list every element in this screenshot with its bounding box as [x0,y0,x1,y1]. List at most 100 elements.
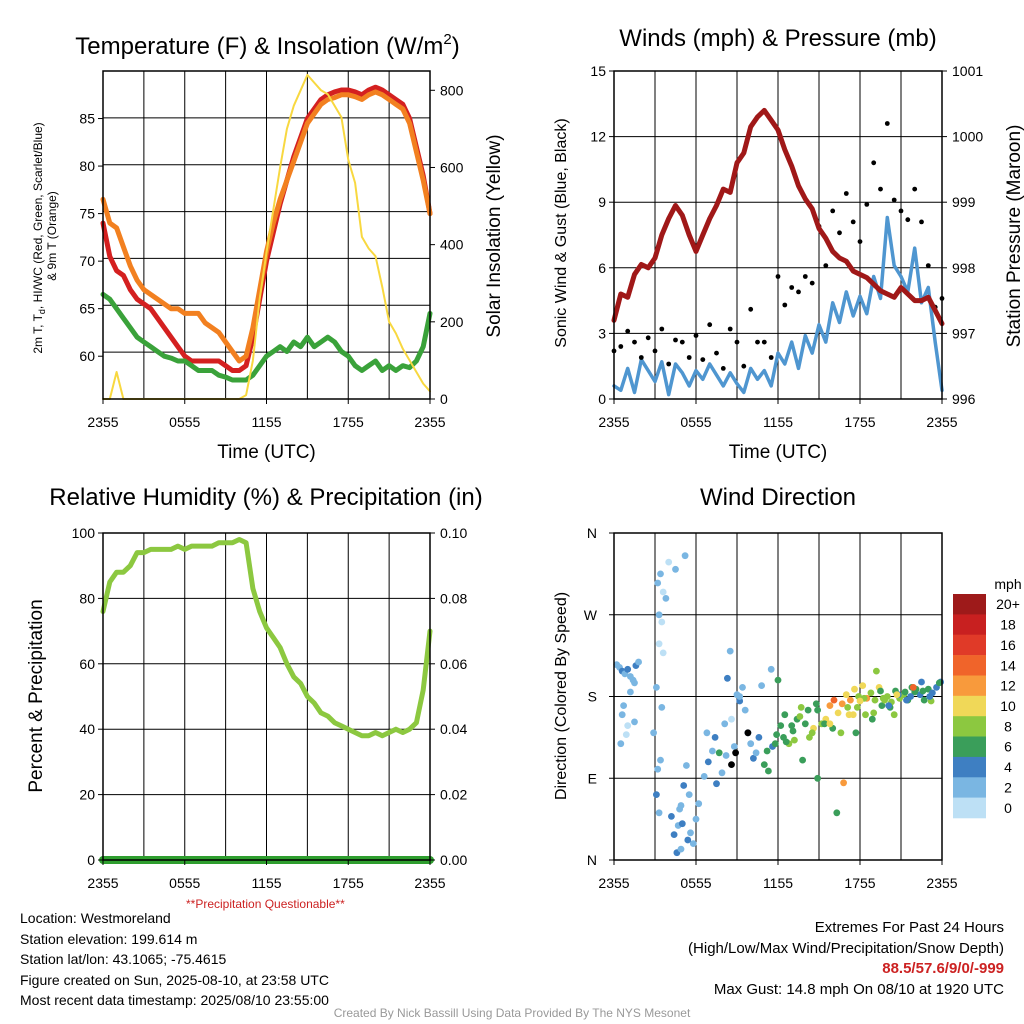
wdir-point [718,769,726,777]
wdir-point [890,711,898,719]
wdir-point [919,687,927,695]
wdir-point [796,713,804,720]
wdir-point [918,678,925,686]
winds-gust-point [905,217,911,223]
rh-y2tick-label: 0.06 [440,656,467,672]
rh-xtick-label: 2355 [87,875,118,891]
wdir-point [715,749,723,757]
winds-gust-point [720,366,726,371]
temp-y-axis-label-2: & 9m T (Orange) [45,191,59,281]
wdir-point [726,647,734,655]
wdir-point [687,829,694,837]
winds-gust-point [884,121,890,126]
temp-y2tick-label: 400 [440,237,464,253]
winds-gust-point [782,302,788,308]
wdir-point [747,740,755,748]
rh-y2tick-label: 0.00 [440,852,467,868]
temp-series-dewpoint [100,291,433,383]
rh-y2tick-label: 0.04 [440,721,467,737]
wdir-legend-swatch [953,695,986,717]
elevation-text: Station elevation: 199.614 m [20,930,198,947]
wdir-point [657,756,664,764]
winds-gust-point [734,339,740,345]
wdir-point [758,682,765,689]
wdir-point [763,747,771,755]
wdir-legend-swatch [953,797,986,819]
winds-gust-point [618,344,624,349]
wdir-xtick-label: 2355 [926,875,957,891]
wdir-point [773,731,780,738]
temp-ytick-label: 75 [79,206,95,222]
wdir-legend-label: 18 [1000,617,1016,633]
wdir-point [655,640,663,648]
wdir-legend-label: 10 [1000,698,1016,714]
temp-xtick-label: 2355 [87,414,118,430]
winds-gust-point [809,280,815,286]
temp-title-sup: 2 [443,31,451,48]
winds-gust-point [898,208,904,214]
wdir-point [760,761,768,768]
wdir-point [788,722,796,729]
rh-ytick-label: 0 [87,852,95,868]
wdir-point [662,595,670,602]
winds-gust-point [686,355,692,360]
winds-gust-point [871,160,877,166]
wdir-point [935,679,943,687]
wdir-ytick-label: N [587,525,597,541]
wdir-point [777,722,785,729]
temp-xtick-label: 2355 [414,414,445,430]
rh-y2tick-label: 0.08 [440,590,467,606]
winds-xtick-label: 1155 [763,414,793,430]
winds-gust-point [707,322,713,328]
winds-gust-point [659,326,665,332]
winds-gust-point [625,328,631,334]
winds-gust-point [761,339,767,345]
winds-ytick-label: 9 [598,194,606,210]
wdir-point [871,696,879,704]
winds-ytick-label: 15 [590,63,606,79]
wdir-point [732,749,739,757]
wdir-ytick-label: N [587,852,597,868]
rh-chart-title: Relative Humidity (%) & Precipitation (i… [49,484,482,511]
winds-gust-point [864,202,870,207]
wdir-point [834,709,842,717]
winds-gust-point [796,289,801,295]
wdir-point [704,758,712,766]
wdir-point [730,743,738,750]
rh-ytick-label: 40 [79,721,95,737]
wdir-point [635,658,642,666]
winds-xtick-label: 2355 [926,414,957,430]
winds-y2tick-label: 996 [952,391,976,407]
wdir-point [728,715,735,723]
wdir-point [689,840,697,847]
extremes-panel: Extremes For Past 24 Hours (High/Low/Max… [688,918,1004,1000]
wdir-point [856,697,864,705]
winds-y2tick-label: 1001 [952,63,983,79]
wdir-point [659,588,667,596]
wdir-point [750,754,757,762]
winds-gust-point [830,208,836,214]
wdir-point [920,696,928,704]
winds-gust-point [837,230,842,236]
wdir-point [808,729,816,737]
winds-gust-point [755,339,760,345]
wdir-point [853,704,861,711]
wdir-point [631,718,638,726]
wdir-legend-label: 2 [1004,780,1012,796]
wdir-point [741,706,749,714]
temp-ytick-label: 85 [79,111,95,127]
winds-gust-point [891,197,897,203]
rh-ytick-label: 60 [79,656,95,672]
temp-xtick-label: 1755 [333,414,364,430]
wdir-point [862,711,869,719]
wdir-point [654,765,662,773]
wdir-point [684,836,692,844]
temp-xtick-label: 0555 [169,414,200,430]
wdir-point [653,684,660,691]
temp-title-main: Temperature (F) & Insolation (W/m [75,33,443,60]
winds-gust-point [748,306,754,312]
wdir-point [683,762,690,769]
winds-y2tick-label: 999 [952,194,976,210]
wdir-point [771,740,779,748]
location-text: Location: Westmoreland [20,910,171,926]
